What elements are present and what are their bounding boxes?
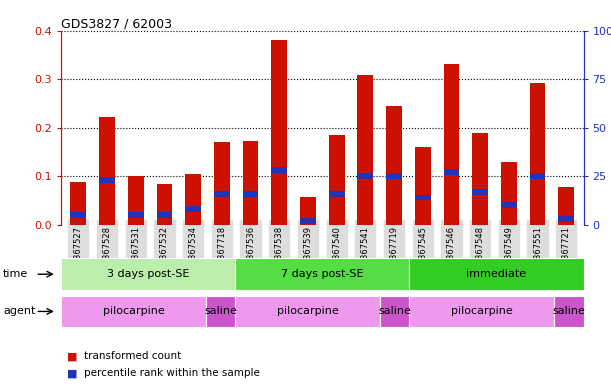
Text: saline: saline: [204, 306, 237, 316]
Bar: [555, 296, 584, 327]
Bar: [415, 147, 431, 225]
Bar: [271, 40, 287, 225]
Bar: [300, 218, 316, 223]
Text: pilocarpine: pilocarpine: [451, 306, 513, 316]
Bar: [501, 202, 517, 208]
Bar: [156, 212, 172, 218]
Bar: [558, 216, 574, 222]
Bar: [386, 173, 402, 179]
Text: pilocarpine: pilocarpine: [277, 306, 338, 316]
Bar: [128, 176, 144, 225]
Bar: [61, 258, 235, 290]
Bar: [214, 191, 230, 197]
Bar: [409, 258, 584, 290]
Text: agent: agent: [3, 306, 35, 316]
Bar: [128, 212, 144, 218]
Bar: [156, 184, 172, 225]
Text: GDS3827 / 62003: GDS3827 / 62003: [61, 17, 172, 30]
Text: 3 days post-SE: 3 days post-SE: [107, 269, 189, 279]
Bar: [409, 296, 555, 327]
Bar: [300, 197, 316, 225]
Bar: [61, 296, 206, 327]
Bar: [235, 258, 409, 290]
Text: saline: saline: [552, 306, 585, 316]
Bar: [558, 187, 574, 225]
Text: ■: ■: [67, 368, 78, 378]
Text: pilocarpine: pilocarpine: [103, 306, 164, 316]
Bar: [185, 206, 201, 212]
Bar: [329, 191, 345, 197]
Text: immediate: immediate: [466, 269, 527, 279]
Text: 7 days post-SE: 7 days post-SE: [281, 269, 364, 279]
Bar: [70, 212, 86, 218]
Bar: [501, 162, 517, 225]
Bar: [271, 167, 287, 173]
Text: time: time: [3, 269, 28, 279]
Bar: [530, 173, 546, 179]
Bar: [70, 182, 86, 225]
Text: saline: saline: [378, 306, 411, 316]
Bar: [444, 64, 459, 225]
Bar: [214, 142, 230, 225]
Bar: [329, 135, 345, 225]
Bar: [357, 173, 373, 179]
Bar: [472, 189, 488, 195]
Bar: [472, 134, 488, 225]
Bar: [243, 141, 258, 225]
Bar: [185, 174, 201, 225]
Bar: [99, 177, 115, 183]
Bar: [243, 191, 258, 197]
Bar: [206, 296, 235, 327]
Text: percentile rank within the sample: percentile rank within the sample: [84, 368, 260, 378]
Bar: [530, 83, 546, 225]
Bar: [415, 195, 431, 200]
Bar: [444, 169, 459, 175]
Bar: [386, 106, 402, 225]
Text: ■: ■: [67, 351, 78, 361]
Bar: [235, 296, 380, 327]
Bar: [99, 117, 115, 225]
Bar: [357, 75, 373, 225]
Bar: [380, 296, 409, 327]
Text: transformed count: transformed count: [84, 351, 181, 361]
